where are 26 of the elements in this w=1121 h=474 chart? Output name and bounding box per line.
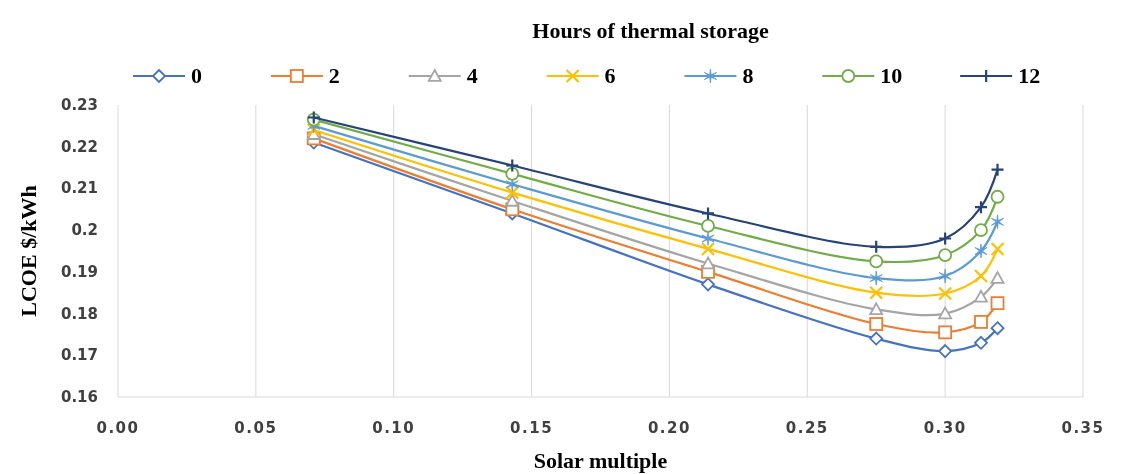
y-tick-label: 0.22 bbox=[60, 137, 98, 156]
x-tick-label: 0.15 bbox=[510, 419, 554, 437]
y-tick-label: 0.2 bbox=[71, 221, 98, 240]
x-tick-label: 0.30 bbox=[923, 419, 967, 437]
legend-label: 6 bbox=[604, 63, 616, 88]
y-axis-title: LCOE $/kWh bbox=[16, 185, 41, 317]
legend-label: 4 bbox=[466, 63, 478, 88]
legend-label: 2 bbox=[328, 63, 340, 88]
y-tick-label: 0.23 bbox=[60, 96, 98, 114]
legend-title: Hours of thermal storage bbox=[532, 18, 769, 43]
x-tick-label: 0.25 bbox=[785, 419, 829, 437]
x-tick-label: 0.05 bbox=[234, 419, 278, 437]
y-tick-label: 0.18 bbox=[60, 304, 98, 323]
x-tick-label: 0.10 bbox=[372, 419, 416, 437]
x-tick-label: 0.35 bbox=[1061, 419, 1105, 437]
legend-label: 10 bbox=[880, 63, 903, 88]
y-tick-label: 0.19 bbox=[60, 262, 98, 281]
legend-label: 0 bbox=[191, 63, 202, 88]
x-tick-label: 0.00 bbox=[96, 419, 140, 437]
legend-label: 12 bbox=[1018, 63, 1041, 88]
legend-label: 8 bbox=[742, 63, 754, 88]
y-tick-label: 0.16 bbox=[60, 388, 98, 406]
y-tick-label: 0.21 bbox=[60, 179, 98, 198]
x-tick-label: 0.20 bbox=[647, 419, 691, 437]
y-tick-label: 0.17 bbox=[60, 346, 98, 365]
x-axis-title: Solar multiple bbox=[533, 448, 668, 473]
